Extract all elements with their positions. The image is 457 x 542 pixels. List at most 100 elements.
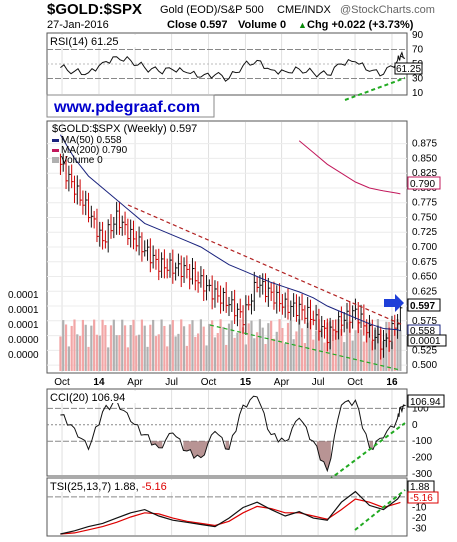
price-tag-ma200: 0.790 [410,179,435,190]
volume-bar-49 [197,333,200,371]
volume-y-tick-0: 0.0001 [8,290,39,301]
volume-bar-52 [205,345,208,371]
volume-bar-69 [253,338,256,371]
volume-bar-30 [143,325,146,371]
price-tags: 0.597 0.790 0.558 0.0001 [407,176,447,347]
x-tick-label-3: Jul [165,377,178,388]
price-y-tick-1: 0.525 [412,345,437,356]
volume-bar-46 [188,324,191,371]
volume-bar-43 [180,319,183,371]
tsi-y-tick-3: -20 [412,513,427,524]
rsi-value-label: 61.25 [396,64,421,75]
volume-bar-55 [213,337,217,371]
volume-bar-75 [270,320,273,371]
tsi-signal-tag [407,491,439,504]
volume-bar-119 [393,329,396,371]
volume-bar-106 [357,319,360,371]
price-y-tick-15: 0.875 [412,139,437,150]
rsi-grid [47,34,407,94]
volume-bar-102 [345,322,349,371]
volume-bar-89 [309,321,312,371]
tsi-legend-value: 1.88 [114,481,135,493]
cci-legend-bg [48,391,138,403]
volume-bar-56 [216,333,219,371]
volume-bar-6 [76,334,79,371]
brand-name: @StockCharts.com [340,4,435,16]
volume-bar-10 [87,346,90,371]
volume-bar-93 [320,328,323,371]
volume-bar-98 [334,330,337,371]
volume-bar-76 [272,338,276,371]
volume-bar-61 [230,320,233,371]
volume-bar-25 [129,325,132,371]
volume-bar-47 [191,320,194,371]
volume-bar-80 [284,343,287,371]
ma50-line [59,134,401,332]
price-y-tick-8: 0.700 [412,242,437,253]
watermark-text: www.pdegraaf.com [53,99,200,116]
volume-bar-57 [219,319,222,371]
volume-bar-33 [152,319,155,371]
ma200-line [298,140,401,195]
volume-bar-103 [348,321,351,371]
volume-bar-59 [225,344,228,371]
watermark-banner: www.pdegraaf.com [46,94,215,118]
volume-bar-67 [247,323,250,371]
volume-bar-26 [132,319,135,371]
tsi-value-label: 1.88 [410,482,430,493]
x-tick-label-6: Apr [274,377,290,388]
ma200-legend-swatch [52,149,59,152]
volume-bar-100 [340,329,343,371]
volume-bar-101 [343,342,346,371]
volume-bar-88 [306,322,309,371]
volume-bar-29 [140,319,144,371]
volume-bar-23 [123,325,127,371]
volume-bar-68 [250,320,253,371]
price-y-tick-0: 0.500 [412,360,437,371]
volume-y-tick-2: 0.0001 [8,320,39,331]
volume-bar-19 [112,319,115,371]
cci-y-tick-4: -300 [412,469,432,480]
price-candles [59,153,403,360]
price-panel: $GOLD:$SPX (Weekly) 0.597 MA(50) 0.558 M… [8,120,447,374]
chart-symbol: $GOLD:$SPX [47,1,142,18]
price-legend-title: $GOLD:$SPX (Weekly) 0.597 [52,123,197,135]
volume-bar-45 [185,345,188,371]
volume-bar-24 [126,347,129,371]
volume-bar-83 [292,339,295,371]
price-y-tick-13: 0.825 [412,168,437,179]
volume-bar-14 [98,335,101,371]
rsi-legend: RSI(14) 61.25 [50,36,118,48]
volume-bar-72 [261,327,264,371]
volume-bar-5 [73,319,76,371]
volume-bar-64 [239,319,242,371]
price-tag-ma50: 0.558 [410,326,435,337]
volume-bar-0 [59,336,62,371]
volume-bar-105 [354,330,357,371]
x-tick-label-4: Oct [201,377,217,388]
volume-bar-39 [168,324,172,371]
volume-bar-54 [211,320,214,371]
cci-fill-area-3 [316,441,331,471]
cci-line [60,395,407,473]
chart-exchange: CME/INDX [277,4,331,16]
chart-date: 27-Jan-2016 [47,19,109,31]
volume-bar-97 [331,340,335,371]
volume-bar-9 [84,324,87,371]
volume-bar-71 [258,319,262,371]
x-axis-labels: Oct 14 Apr Jul Oct 15 Apr Jul Oct 16 [54,377,398,388]
cci-y-tick-2: -100 [412,436,432,447]
chart-description: Gold (EOD)/S&P 500 [160,4,264,16]
tsi-support-trendline [354,489,406,531]
volume-bar-73 [264,343,267,371]
volume-bar-62 [233,337,236,371]
volume-bar-27 [135,335,138,371]
price-tag-last: 0.597 [410,301,435,312]
volume-bar-36 [160,319,163,371]
change-text: Chg +0.022 (+3.73%) [307,19,414,31]
rsi-line [60,51,406,82]
tsi-panel: TSI(25,13,7)1.88, -5.16 100-10-20-30 1.8… [46,477,439,537]
price-y-tick-11: 0.775 [412,198,437,209]
volume-bar-20 [115,335,118,371]
